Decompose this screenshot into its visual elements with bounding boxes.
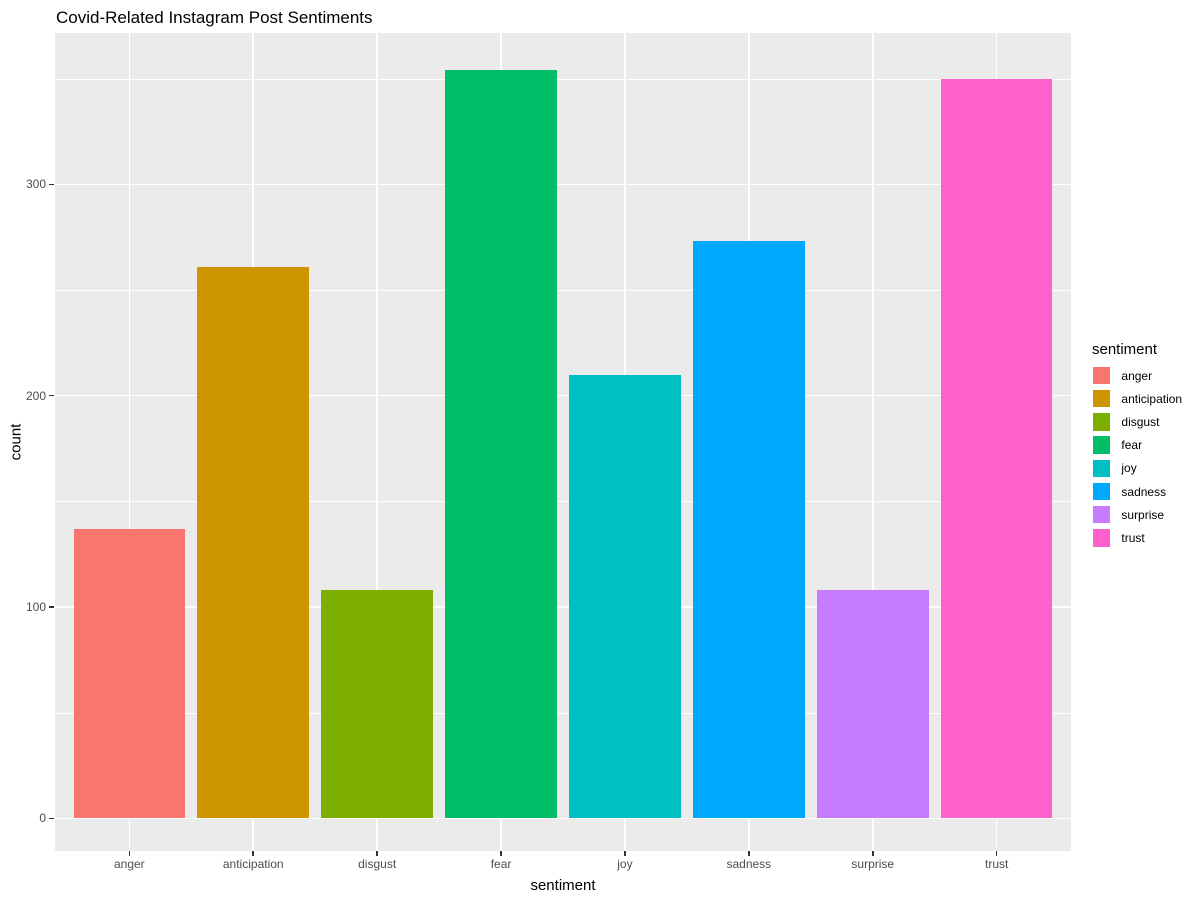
legend: sentiment anger anticipation disgust fear jo… <box>1092 341 1182 550</box>
bar-disgust <box>321 590 433 819</box>
x-tick-mark-sadness <box>748 851 750 856</box>
legend-item-anger: anger <box>1092 364 1182 387</box>
bar-fear <box>445 70 557 819</box>
y-tick-mark-300 <box>49 183 54 186</box>
legend-item-trust: trust <box>1092 526 1182 549</box>
legend-label-trust: trust <box>1121 530 1145 545</box>
plot-panel <box>55 33 1071 851</box>
legend-swatch-fear <box>1093 436 1111 454</box>
bar-joy <box>569 374 681 819</box>
bar-sadness <box>693 241 805 819</box>
legend-label-fear: fear <box>1121 438 1143 453</box>
x-tick-label-anger: anger <box>113 857 145 871</box>
gridline-major-y-0 <box>55 817 1071 820</box>
gridline-major-y-300 <box>55 183 1071 186</box>
legend-label-joy: joy <box>1121 461 1137 476</box>
legend-swatch-sadness <box>1093 482 1111 501</box>
y-tick-label-200: 200 <box>25 388 46 403</box>
legend-label-disgust: disgust <box>1121 414 1160 429</box>
legend-label-anticipation: anticipation <box>1121 391 1183 406</box>
x-tick-label-trust: trust <box>984 857 1009 871</box>
legend-swatch-trust <box>1093 529 1111 547</box>
x-axis-title: sentiment <box>530 877 596 894</box>
y-tick-mark-0 <box>49 817 54 820</box>
gridline-major-x-surprise <box>872 33 874 851</box>
legend-title: sentiment <box>1092 341 1158 358</box>
gridline-minor-y-250 <box>55 289 1071 291</box>
legend-label-surprise: surprise <box>1121 507 1165 522</box>
legend-item-sadness: sadness <box>1092 480 1182 503</box>
chart-title: Covid-Related Instagram Post Sentiments <box>56 8 373 27</box>
x-tick-mark-anger <box>128 851 131 856</box>
x-tick-mark-disgust <box>376 851 378 856</box>
legend-swatch-anger <box>1093 366 1111 385</box>
legend-item-joy: joy <box>1092 457 1182 480</box>
gridline-major-y-200 <box>55 394 1071 397</box>
legend-item-disgust: disgust <box>1092 410 1182 433</box>
y-tick-mark-100 <box>49 606 54 608</box>
y-tick-label-300: 300 <box>25 177 46 192</box>
legend-label-anger: anger <box>1121 368 1153 383</box>
bar-anticipation <box>197 266 309 819</box>
y-tick-label-100: 100 <box>25 599 46 614</box>
y-axis-title-text: count <box>7 423 25 461</box>
y-tick-mark-200 <box>49 394 54 397</box>
bar-trust <box>940 78 1053 819</box>
x-tick-mark-trust <box>995 851 998 856</box>
legend-item-surprise: surprise <box>1092 503 1182 526</box>
bar-surprise <box>817 590 929 819</box>
legend-swatch-anticipation <box>1093 390 1111 408</box>
gridline-major-y-100 <box>55 606 1071 608</box>
bar-anger <box>73 528 186 819</box>
x-tick-label-sadness: sadness <box>726 857 772 871</box>
legend-items: anger anticipation disgust fear joy sadness su… <box>1092 364 1182 550</box>
legend-swatch-surprise <box>1093 506 1111 524</box>
x-tick-label-anticipation: anticipation <box>222 857 284 871</box>
x-tick-label-surprise: surprise <box>851 857 895 871</box>
legend-swatch-joy <box>1093 459 1111 478</box>
gridline-minor-y-150 <box>55 501 1071 503</box>
gridline-major-x-disgust <box>376 33 378 851</box>
legend-swatch-disgust <box>1093 413 1111 431</box>
legend-label-sadness: sadness <box>1121 484 1167 499</box>
gridline-major-x-anger <box>128 33 131 851</box>
gridline-minor-y-350 <box>55 78 1071 80</box>
x-tick-mark-anticipation <box>252 851 254 856</box>
x-tick-label-fear: fear <box>490 857 512 871</box>
x-tick-mark-fear <box>500 851 502 856</box>
y-tick-label-0: 0 <box>39 811 46 826</box>
legend-item-anticipation: anticipation <box>1092 387 1182 410</box>
x-tick-mark-surprise <box>872 851 874 856</box>
x-tick-label-joy: joy <box>617 857 633 871</box>
legend-item-fear: fear <box>1092 434 1182 457</box>
x-tick-label-disgust: disgust <box>358 857 397 871</box>
x-tick-mark-joy <box>624 851 626 856</box>
gridline-minor-y-50 <box>55 712 1071 714</box>
